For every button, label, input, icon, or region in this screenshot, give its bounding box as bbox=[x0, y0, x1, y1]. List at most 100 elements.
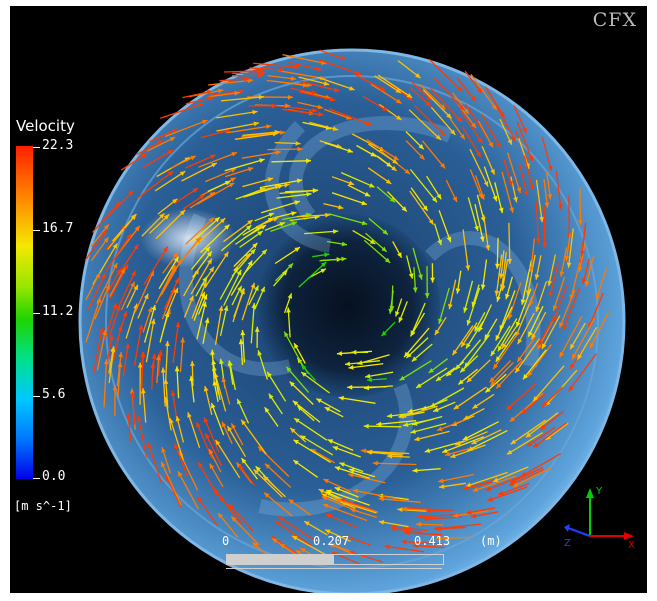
velocity-vector-head bbox=[157, 140, 163, 145]
velocity-vector bbox=[348, 473, 386, 484]
velocity-vector-head bbox=[395, 311, 400, 317]
velocity-vector bbox=[267, 148, 303, 151]
impeller-blades bbox=[178, 116, 541, 517]
velocity-vector-head bbox=[180, 337, 185, 343]
velocity-vector bbox=[216, 110, 258, 119]
velocity-vector-head bbox=[559, 271, 565, 277]
velocity-vector bbox=[125, 303, 138, 339]
velocity-vector bbox=[401, 540, 444, 545]
velocity-vector-head bbox=[312, 188, 319, 193]
velocity-vector-head bbox=[259, 158, 265, 163]
velocity-vector bbox=[495, 332, 517, 363]
velocity-vector-head bbox=[501, 343, 507, 349]
velocity-vector-head bbox=[498, 490, 504, 496]
velocity-vector-head bbox=[455, 441, 461, 446]
velocity-vector-head bbox=[102, 329, 107, 336]
velocity-vector-head bbox=[312, 107, 318, 113]
velocity-vector bbox=[216, 122, 260, 132]
velocity-vector bbox=[242, 131, 280, 137]
velocity-vector-head bbox=[326, 489, 332, 495]
velocity-vector bbox=[363, 425, 402, 428]
velocity-vector bbox=[520, 452, 562, 477]
velocity-vector bbox=[340, 172, 375, 188]
velocity-vector-head bbox=[525, 432, 532, 438]
velocity-vector-head bbox=[174, 443, 179, 449]
velocity-vector bbox=[173, 443, 188, 477]
velocity-vector bbox=[282, 108, 324, 116]
velocity-vector-head bbox=[282, 270, 288, 276]
velocity-vector-head bbox=[490, 380, 496, 387]
velocity-vector-head bbox=[199, 194, 205, 200]
velocity-vector-head bbox=[348, 472, 354, 478]
velocity-vector bbox=[508, 222, 511, 265]
velocity-vector-head bbox=[533, 442, 539, 448]
velocity-vector-head bbox=[207, 258, 212, 265]
legend-units: [m s^-1] bbox=[14, 499, 72, 513]
velocity-vector-head bbox=[167, 150, 174, 155]
velocity-vector-head bbox=[425, 508, 431, 514]
velocity-vector-head bbox=[399, 375, 405, 381]
scale-bar-fill bbox=[226, 554, 333, 565]
velocity-vector-head bbox=[159, 213, 165, 219]
velocity-vector bbox=[163, 277, 180, 310]
velocity-vector bbox=[134, 270, 155, 313]
velocity-vector bbox=[165, 287, 179, 317]
velocity-vector bbox=[340, 500, 377, 514]
velocity-vector bbox=[335, 498, 379, 513]
velocity-vector bbox=[204, 251, 229, 288]
velocity-vector bbox=[535, 201, 540, 244]
velocity-vector bbox=[293, 439, 332, 463]
velocity-vector-head bbox=[250, 248, 256, 255]
velocity-vector-head bbox=[292, 400, 299, 406]
velocity-vector-head bbox=[460, 367, 466, 373]
velocity-vector-head bbox=[453, 404, 460, 410]
velocity-vector-head bbox=[175, 416, 181, 422]
velocity-vector bbox=[378, 520, 409, 528]
velocity-vector-head bbox=[105, 284, 110, 290]
velocity-vector bbox=[142, 149, 174, 169]
velocity-vector bbox=[175, 236, 202, 270]
velocity-vector-head bbox=[345, 361, 351, 367]
velocity-vector bbox=[191, 281, 207, 319]
velocity-vector bbox=[133, 324, 143, 367]
legend-tick-label: 16.7 bbox=[42, 221, 74, 236]
velocity-vector bbox=[235, 225, 262, 245]
velocity-vector-head bbox=[397, 507, 403, 512]
velocity-vector-head bbox=[483, 181, 489, 187]
velocity-vector-head bbox=[328, 543, 334, 548]
velocity-vector-head bbox=[137, 362, 143, 368]
velocity-vector bbox=[283, 331, 304, 367]
velocity-vector bbox=[240, 419, 267, 455]
velocity-vector bbox=[191, 216, 221, 242]
velocity-vector-head bbox=[416, 383, 422, 388]
velocity-vector-head bbox=[120, 224, 126, 231]
velocity-vector-head bbox=[241, 458, 247, 464]
scale-bar-outline bbox=[333, 554, 444, 565]
velocity-vector-head bbox=[547, 280, 553, 286]
velocity-vector bbox=[513, 105, 527, 134]
velocity-vector bbox=[506, 432, 544, 456]
velocity-vector-head bbox=[150, 362, 156, 368]
velocity-vector bbox=[390, 526, 428, 532]
velocity-vector-head bbox=[516, 321, 521, 328]
velocity-vector-head bbox=[206, 251, 212, 257]
velocity-vector bbox=[328, 108, 372, 126]
velocity-vector-head bbox=[286, 307, 291, 313]
velocity-vector-head bbox=[339, 462, 345, 467]
velocity-vector bbox=[523, 155, 534, 190]
velocity-vector-head bbox=[542, 242, 548, 248]
velocity-vector-head bbox=[252, 542, 258, 548]
velocity-vector bbox=[198, 151, 238, 168]
velocity-vector-head bbox=[133, 284, 138, 291]
cfd-viewport[interactable]: CFX Velocity 22.3 16.7 11.2 5.6 0.0 [m s… bbox=[10, 6, 647, 593]
velocity-vector bbox=[537, 316, 555, 346]
velocity-vector-head bbox=[257, 350, 262, 356]
velocity-vector bbox=[568, 353, 598, 392]
velocity-vector-head bbox=[450, 129, 456, 135]
velocity-vector bbox=[257, 350, 269, 380]
velocity-vector-head bbox=[195, 237, 201, 243]
velocity-vector bbox=[470, 73, 498, 111]
velocity-vector-head bbox=[430, 277, 435, 283]
velocity-vector-head bbox=[494, 290, 500, 296]
velocity-vector-head bbox=[192, 188, 199, 193]
